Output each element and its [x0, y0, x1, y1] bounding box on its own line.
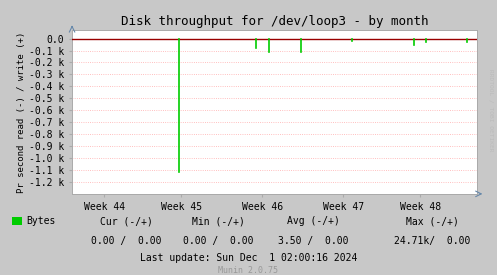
Text: RRDTOOL / TOBI OETIKER: RRDTOOL / TOBI OETIKER — [489, 69, 494, 151]
Text: Max (-/+): Max (-/+) — [406, 216, 459, 226]
Y-axis label: Pr second read (-) / write (+): Pr second read (-) / write (+) — [17, 31, 26, 193]
Text: Cur (-/+): Cur (-/+) — [100, 216, 153, 226]
Title: Disk throughput for /dev/loop3 - by month: Disk throughput for /dev/loop3 - by mont… — [121, 15, 428, 28]
Text: Min (-/+): Min (-/+) — [192, 216, 245, 226]
Text: Munin 2.0.75: Munin 2.0.75 — [219, 266, 278, 274]
Text: 3.50 /  0.00: 3.50 / 0.00 — [278, 236, 348, 246]
Text: 0.00 /  0.00: 0.00 / 0.00 — [183, 236, 254, 246]
Text: Avg (-/+): Avg (-/+) — [287, 216, 339, 226]
Text: 0.00 /  0.00: 0.00 / 0.00 — [91, 236, 162, 246]
Text: Bytes: Bytes — [26, 216, 55, 226]
Text: Last update: Sun Dec  1 02:00:16 2024: Last update: Sun Dec 1 02:00:16 2024 — [140, 253, 357, 263]
Text: 24.71k/  0.00: 24.71k/ 0.00 — [394, 236, 471, 246]
